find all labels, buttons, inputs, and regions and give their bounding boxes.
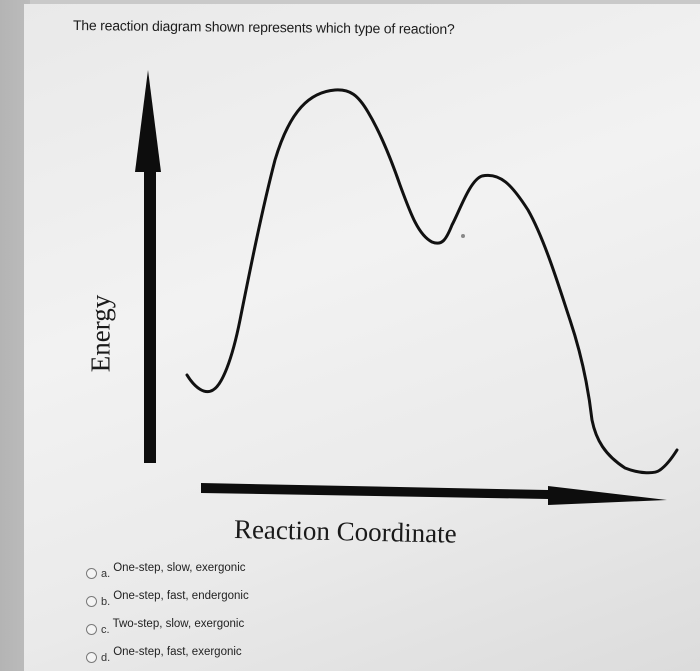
option-c[interactable]: c. Two-step, slow, exergonic [86, 618, 244, 636]
radio-a[interactable] [86, 568, 97, 579]
option-letter: a. [101, 568, 111, 580]
radio-c[interactable] [86, 624, 97, 635]
speck [461, 234, 465, 238]
energy-curve [185, 88, 679, 475]
option-a[interactable]: a. One-step, slow, exergonic [86, 562, 246, 580]
energy-axis-arrow [135, 70, 161, 463]
option-letter: d. [101, 652, 111, 664]
question-page [24, 4, 700, 671]
option-text: One-step, fast, exergonic [113, 646, 242, 658]
option-d[interactable]: d. One-step, fast, exergonic [86, 646, 242, 664]
option-text: One-step, slow, exergonic [113, 562, 246, 574]
x-axis-label: Reaction Coordinate [233, 514, 457, 549]
radio-b[interactable] [86, 596, 97, 607]
option-text: Two-step, slow, exergonic [112, 618, 245, 630]
option-letter: c. [101, 624, 110, 636]
option-b[interactable]: b. One-step, fast, endergonic [86, 590, 249, 608]
reaction-coordinate-axis-arrow [201, 483, 667, 505]
option-text: One-step, fast, endergonic [113, 590, 249, 602]
option-letter: b. [101, 596, 111, 608]
y-axis-label: Energy [85, 294, 116, 373]
radio-d[interactable] [86, 652, 97, 663]
